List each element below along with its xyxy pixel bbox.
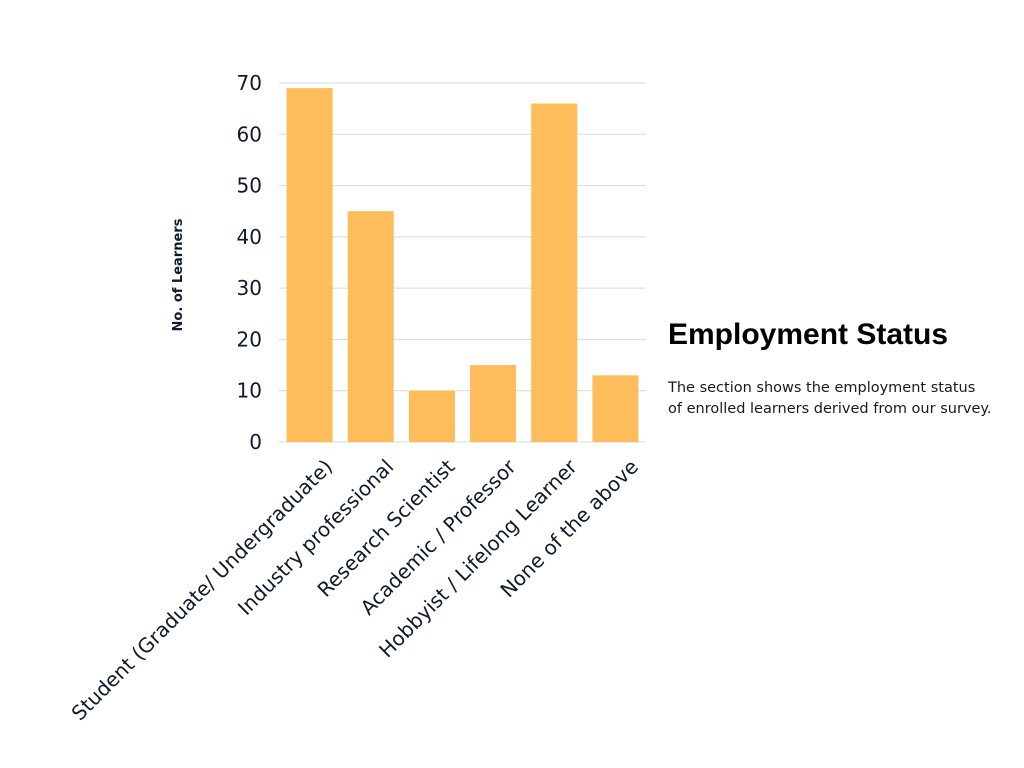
x-axis-categories: Student (Graduate/ Undergraduate)Industr…	[67, 454, 643, 725]
y-tick-label: 10	[237, 379, 262, 403]
bar	[408, 390, 455, 442]
y-tick-label: 60	[237, 122, 262, 146]
y-tick-label: 20	[237, 327, 262, 351]
bar	[531, 103, 578, 442]
description-panel: Employment Status The section shows the …	[668, 318, 1018, 420]
bar	[347, 211, 394, 442]
description-line-1: The section shows the employment status	[668, 380, 976, 396]
section-title: Employment Status	[668, 318, 949, 351]
y-tick-label: 30	[237, 276, 262, 300]
bars	[286, 88, 639, 442]
description-line-2: of enrolled learners derived from our su…	[668, 401, 992, 417]
x-category-label: Student (Graduate/ Undergraduate)	[67, 455, 338, 726]
y-axis-ticks: 0 10 20 30 40 50 60 70	[237, 71, 262, 454]
y-tick-label: 70	[237, 71, 262, 95]
y-tick-label: 0	[249, 430, 262, 454]
bar	[470, 365, 517, 442]
bar	[592, 375, 639, 442]
y-axis-label: No. of Learners	[171, 218, 186, 331]
y-tick-label: 50	[237, 174, 262, 198]
gridlines	[279, 82, 646, 443]
section-description: The section shows the employment status …	[668, 378, 1018, 420]
y-tick-label: 40	[237, 225, 262, 249]
bar	[286, 88, 333, 442]
